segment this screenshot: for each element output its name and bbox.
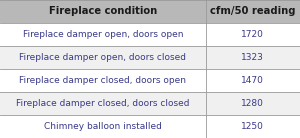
Text: Fireplace condition: Fireplace condition (49, 6, 157, 17)
Bar (0, 46, 300, 69)
Text: 1250: 1250 (241, 122, 264, 131)
Text: Fireplace damper open, doors open: Fireplace damper open, doors open (22, 30, 183, 39)
Text: 1720: 1720 (241, 30, 264, 39)
Bar (0, 115, 300, 138)
Bar (0, 69, 300, 92)
Text: cfm/50 reading: cfm/50 reading (210, 6, 296, 17)
Text: Fireplace damper closed, doors open: Fireplace damper closed, doors open (19, 76, 186, 85)
Text: 1470: 1470 (241, 76, 264, 85)
Text: 1323: 1323 (241, 53, 264, 62)
Bar (0, 0, 300, 23)
Bar (0, 92, 300, 115)
Text: 1280: 1280 (241, 99, 264, 108)
Text: Fireplace damper open, doors closed: Fireplace damper open, doors closed (19, 53, 186, 62)
Bar (0, 23, 300, 46)
Text: Chimney balloon installed: Chimney balloon installed (44, 122, 162, 131)
Text: Fireplace damper closed, doors closed: Fireplace damper closed, doors closed (16, 99, 190, 108)
